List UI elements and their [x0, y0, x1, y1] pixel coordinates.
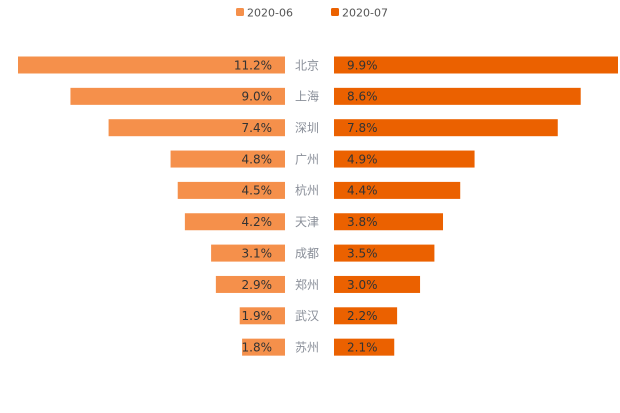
- bar-2020-06-row-0[interactable]: [18, 56, 285, 74]
- data-label-2020-07-row-6: 3.5%: [347, 246, 378, 260]
- data-label-2020-06-row-8: 1.9%: [242, 309, 273, 323]
- bar-2020-06-row-2[interactable]: [108, 119, 285, 137]
- legend: 2020-06 2020-07: [236, 7, 388, 20]
- bar-2020-06-row-6[interactable]: [211, 244, 285, 262]
- series-2020-07: 9.9% 8.6% 7.8% 4.9% 4.4% 3.8% 3.5% 3.0% 2.2% 2.1%: [334, 56, 618, 356]
- category-label-row-7: 郑州: [295, 277, 319, 292]
- data-label-2020-07-row-0: 9.9%: [347, 58, 378, 72]
- bar-2020-07-row-1[interactable]: [334, 87, 581, 105]
- data-label-2020-06-row-9: 1.8%: [242, 340, 273, 354]
- bar-2020-07-row-5[interactable]: [334, 213, 444, 231]
- data-label-2020-07-row-9: 2.1%: [347, 340, 378, 354]
- bar-2020-07-row-6[interactable]: [334, 244, 435, 262]
- legend-label-2020-07[interactable]: 2020-07: [342, 7, 388, 20]
- data-label-2020-07-row-4: 4.4%: [347, 184, 378, 198]
- bar-2020-07-row-8[interactable]: [334, 307, 398, 325]
- category-label-row-0: 北京: [295, 58, 319, 72]
- bar-2020-07-row-7[interactable]: [334, 275, 421, 293]
- bar-2020-06-row-4[interactable]: [177, 181, 285, 199]
- category-label-row-9: 苏州: [295, 340, 319, 354]
- data-label-2020-06-row-0: 11.2%: [234, 58, 272, 72]
- bar-2020-06-row-9[interactable]: [242, 338, 285, 356]
- bar-2020-06-row-7[interactable]: [215, 275, 285, 293]
- bar-2020-07-row-0[interactable]: [334, 56, 618, 74]
- data-label-2020-06-row-3: 4.8%: [242, 152, 273, 166]
- data-label-2020-07-row-2: 7.8%: [347, 121, 378, 135]
- data-label-2020-07-row-1: 8.6%: [347, 90, 378, 104]
- bar-2020-07-row-9[interactable]: [334, 338, 395, 356]
- legend-swatch-2020-06[interactable]: [236, 8, 244, 16]
- bar-2020-06-row-1[interactable]: [70, 87, 285, 105]
- data-label-2020-06-row-5: 4.2%: [242, 215, 273, 229]
- data-label-2020-07-row-3: 4.9%: [347, 152, 378, 166]
- category-label-row-1: 上海: [295, 89, 319, 104]
- bar-2020-06-row-5[interactable]: [184, 213, 285, 231]
- data-label-2020-07-row-5: 3.8%: [347, 215, 378, 229]
- data-label-2020-07-row-8: 2.2%: [347, 309, 378, 323]
- series-2020-06: 11.2% 9.0% 7.4% 4.8% 4.5% 4.2% 3.1% 2.9% 1.9% 1.8…: [18, 56, 285, 356]
- category-label-row-6: 成都: [295, 246, 319, 260]
- category-label-row-5: 天津: [295, 215, 319, 229]
- category-label-row-8: 武汉: [295, 309, 319, 323]
- data-label-2020-06-row-4: 4.5%: [242, 184, 273, 198]
- bar-2020-07-row-2[interactable]: [334, 119, 558, 137]
- data-label-2020-06-row-2: 7.4%: [242, 121, 273, 135]
- legend-swatch-2020-07[interactable]: [331, 8, 339, 16]
- legend-label-2020-06[interactable]: 2020-06: [247, 7, 293, 20]
- category-label-row-3: 广州: [295, 152, 319, 166]
- category-label-row-2: 深圳: [295, 121, 319, 135]
- data-label-2020-06-row-1: 9.0%: [242, 90, 273, 104]
- data-label-2020-06-row-7: 2.9%: [242, 278, 273, 292]
- bar-2020-06-row-3[interactable]: [170, 150, 285, 168]
- bar-2020-07-row-4[interactable]: [334, 181, 461, 199]
- data-label-2020-06-row-6: 3.1%: [242, 246, 273, 260]
- data-label-2020-07-row-7: 3.0%: [347, 278, 378, 292]
- bar-2020-07-row-3[interactable]: [334, 150, 475, 168]
- category-label-row-4: 杭州: [295, 183, 319, 198]
- bar-2020-06-row-8[interactable]: [239, 307, 285, 325]
